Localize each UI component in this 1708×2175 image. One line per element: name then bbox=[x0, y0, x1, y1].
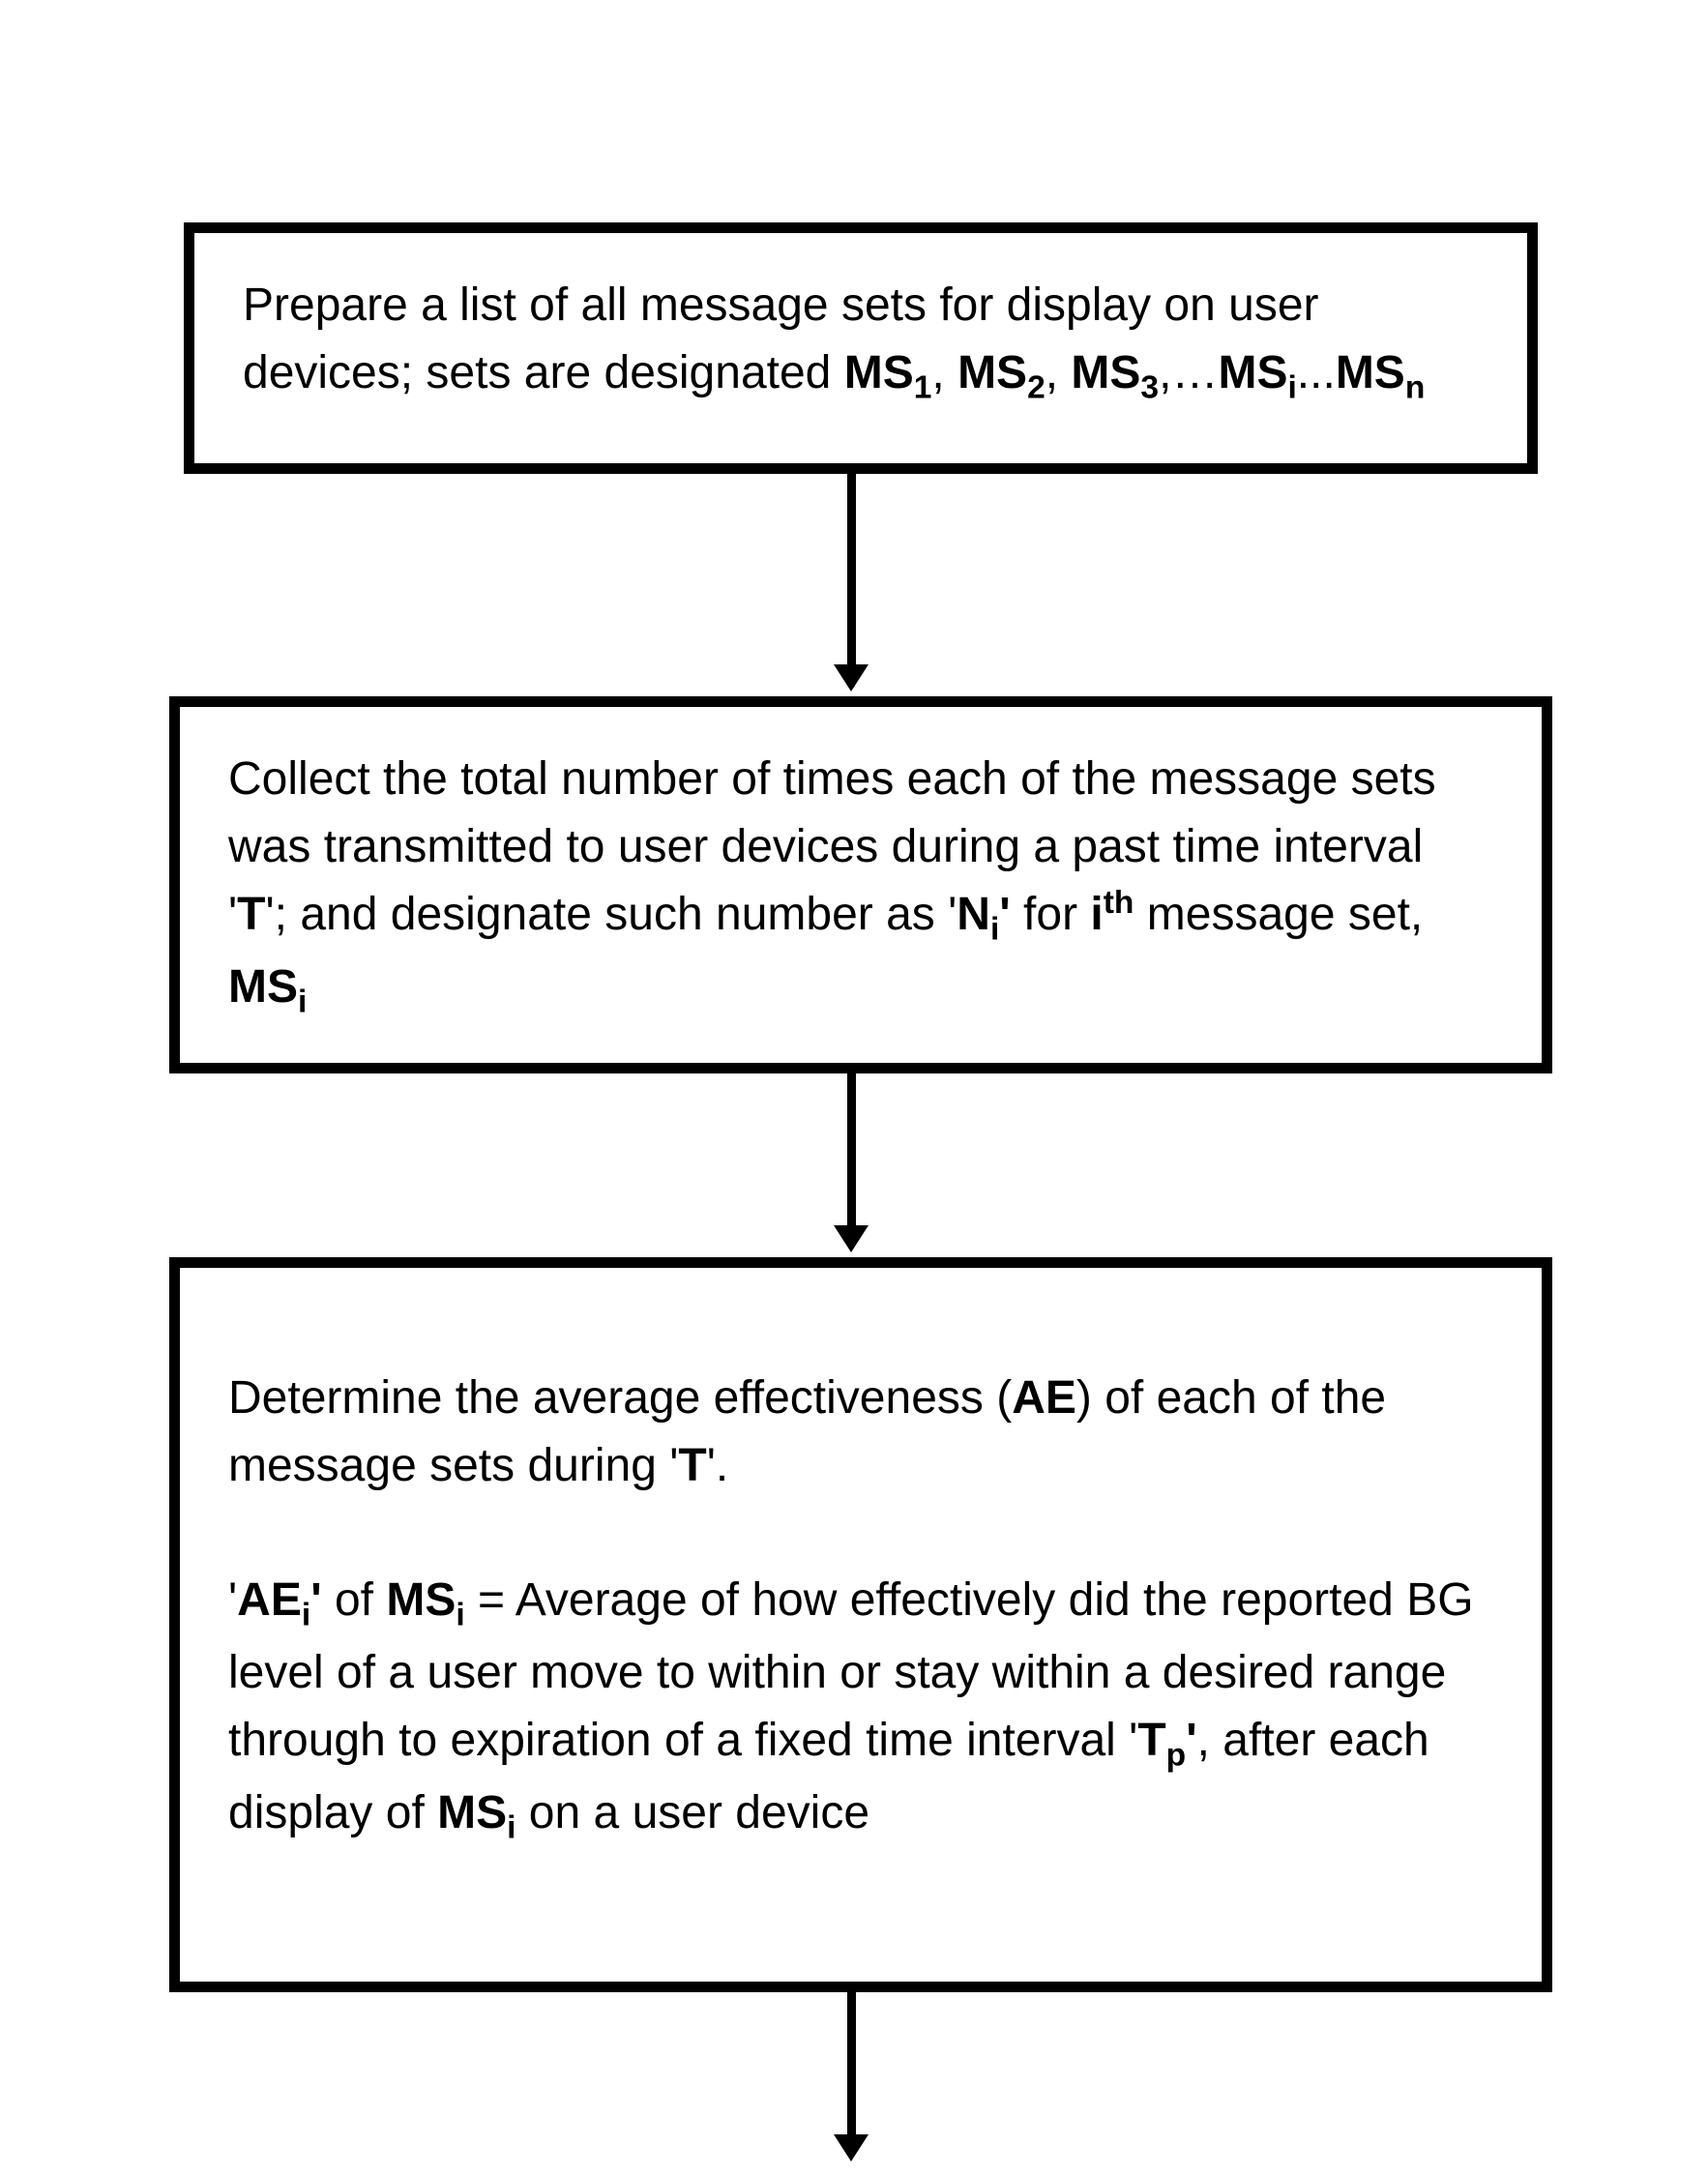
node-text: Prepare a list of all message sets for d… bbox=[243, 272, 1479, 412]
node-text: Collect the total number of times each o… bbox=[228, 746, 1493, 1027]
flowchart-node: Determine the average effectiveness (AE)… bbox=[169, 1257, 1552, 1992]
flowchart-canvas: Prepare a list of all message sets for d… bbox=[0, 0, 1708, 2175]
flowchart-node: Prepare a list of all message sets for d… bbox=[184, 222, 1538, 474]
node-text: Determine the average effectiveness (AE)… bbox=[228, 1365, 1493, 1852]
arrow-head-icon bbox=[834, 1225, 869, 1252]
arrow-line bbox=[847, 474, 856, 664]
flowchart-node: Collect the total number of times each o… bbox=[169, 696, 1552, 1073]
arrow-line bbox=[847, 1992, 856, 2134]
arrow-head-icon bbox=[834, 664, 869, 691]
arrow-head-icon bbox=[834, 2134, 869, 2161]
arrow-line bbox=[847, 1073, 856, 1225]
